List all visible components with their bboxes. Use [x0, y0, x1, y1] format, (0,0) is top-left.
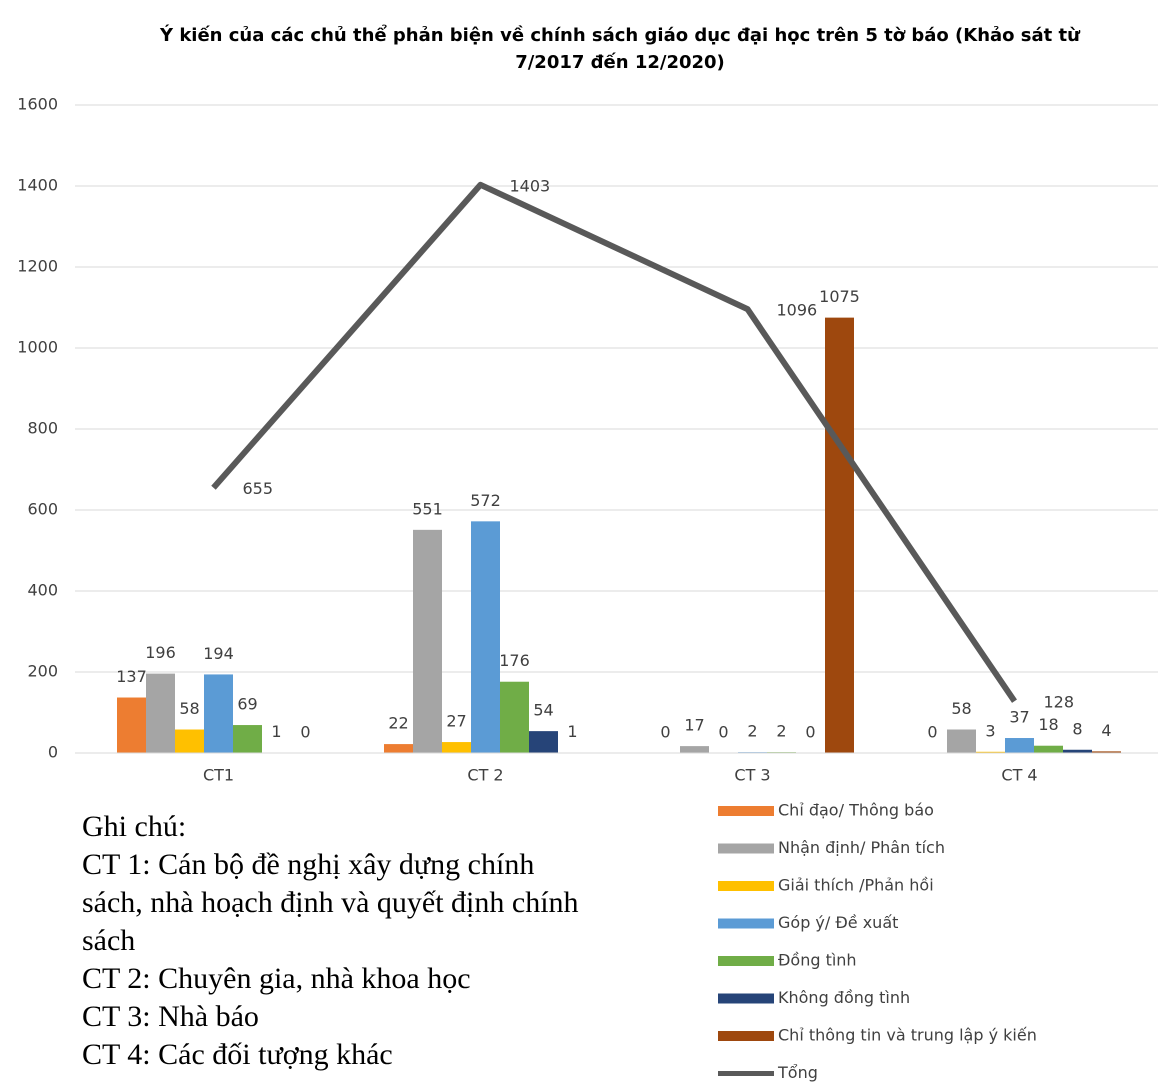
- legend-swatch: [718, 881, 774, 891]
- data-label: 0: [300, 723, 310, 742]
- bar: [825, 317, 854, 753]
- data-label: 0: [718, 723, 728, 742]
- data-label: 0: [805, 723, 815, 742]
- bar: [175, 729, 204, 753]
- legend-label: Tổng: [777, 1063, 818, 1082]
- note-line: CT 4: Các đối tượng khác: [82, 1038, 393, 1071]
- bar: [976, 751, 1005, 753]
- x-tick-label: CT 4: [1001, 766, 1037, 785]
- y-tick-label: 1600: [17, 95, 58, 114]
- y-tick-label: 800: [27, 419, 58, 438]
- bar: [117, 697, 146, 753]
- x-tick-label: CT1: [203, 766, 234, 785]
- data-label: 2: [747, 722, 757, 741]
- data-label: 58: [951, 699, 971, 718]
- y-tick-label: 1000: [17, 338, 58, 357]
- bar: [1034, 745, 1063, 753]
- data-label: 0: [660, 723, 670, 742]
- data-label: 2: [776, 722, 786, 741]
- chart-title: Ý kiến của các chủ thể phản biện về chín…: [160, 25, 1080, 73]
- bar: [680, 746, 709, 753]
- data-label: 1: [271, 722, 281, 741]
- data-label: 27: [446, 712, 466, 731]
- bar: [1063, 749, 1092, 753]
- note-line: CT 1: Cán bộ đề nghị xây dựng chính sách…: [82, 848, 579, 957]
- data-label: 3: [985, 721, 995, 740]
- data-label: 572: [470, 491, 501, 510]
- legend-swatch: [718, 993, 774, 1004]
- bar: [442, 742, 471, 753]
- data-label: 17: [684, 716, 704, 735]
- data-label: 22: [388, 714, 408, 733]
- data-label: 58: [179, 699, 199, 718]
- data-label: 137: [116, 667, 147, 686]
- legend-swatch: [718, 843, 774, 854]
- bar: [500, 681, 529, 753]
- y-tick-label: 400: [27, 581, 58, 600]
- legend-label: Không đồng tình: [778, 988, 910, 1007]
- legend-label: Góp ý/ Đề xuất: [778, 913, 898, 932]
- data-label: 1: [567, 722, 577, 741]
- legend-label: Chỉ thông tin và trung lập ý kiến: [778, 1026, 1037, 1045]
- data-label: 1096: [777, 301, 818, 320]
- data-label: 37: [1009, 708, 1029, 727]
- bar: [947, 729, 976, 753]
- legend-swatch: [718, 1031, 774, 1041]
- data-label: 0: [927, 723, 937, 742]
- x-tick-label: CT 2: [467, 766, 503, 785]
- data-label: 194: [203, 644, 234, 663]
- legend-swatch: [718, 956, 774, 966]
- bar: [529, 731, 558, 753]
- data-label: 176: [499, 651, 530, 670]
- bar: [1092, 751, 1121, 753]
- bar: [413, 529, 442, 753]
- bar: [384, 744, 413, 753]
- data-label: 655: [243, 479, 274, 498]
- data-label: 18: [1038, 715, 1058, 734]
- data-label: 4: [1101, 721, 1111, 740]
- legend-label: Chỉ đạo/ Thông báo: [778, 801, 934, 820]
- y-tick-label: 600: [27, 500, 58, 519]
- y-tick-label: 1400: [17, 176, 58, 195]
- line: [211, 181, 1017, 703]
- data-label: 1403: [510, 176, 551, 195]
- notes: Ghi chú: CT 1: Cán bộ đề nghị xây dựng ch…: [82, 808, 587, 1074]
- bar: [204, 674, 233, 753]
- y-tick-label: 200: [27, 662, 58, 681]
- bar: [146, 673, 175, 753]
- data-label: 551: [412, 499, 443, 518]
- data-label: 196: [145, 643, 176, 662]
- data-label: 128: [1044, 693, 1075, 712]
- data-label: 1075: [819, 287, 860, 306]
- bar: [1005, 738, 1034, 753]
- y-tick-label: 0: [48, 743, 58, 762]
- legend-label: Nhận định/ Phân tích: [778, 838, 945, 857]
- data-label: 54: [533, 701, 553, 720]
- bar: [233, 725, 262, 753]
- legend-swatch: [718, 918, 774, 929]
- legend-swatch: [718, 806, 774, 816]
- note-line: CT 3: Nhà báo: [82, 1000, 259, 1033]
- y-tick-label: 1200: [17, 257, 58, 276]
- note-line: CT 2: Chuyên gia, nhà khoa học: [82, 962, 471, 995]
- data-label: 69: [237, 695, 257, 714]
- bar: [471, 521, 500, 753]
- legend-label: Đồng tình: [778, 951, 857, 970]
- legend-label: Giải thích /Phản hồi: [778, 876, 934, 895]
- x-tick-label: CT 3: [734, 766, 770, 785]
- note-line: Ghi chú:: [82, 810, 187, 843]
- data-label: 8: [1072, 719, 1082, 738]
